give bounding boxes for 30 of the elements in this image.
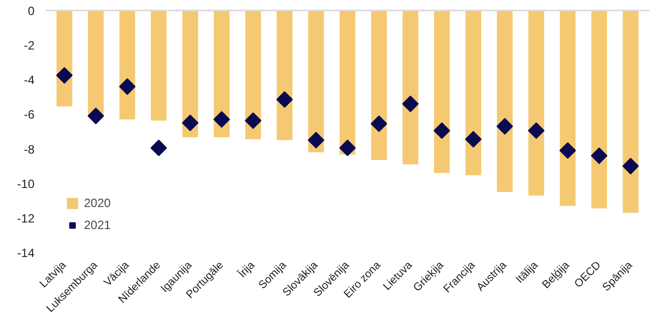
y-tick-label: -10 bbox=[17, 176, 35, 191]
point bbox=[88, 108, 104, 124]
y-tick-label: -6 bbox=[24, 108, 35, 122]
point bbox=[434, 122, 450, 139]
point bbox=[559, 142, 576, 159]
point bbox=[370, 115, 388, 132]
y-tick-label: -4 bbox=[24, 73, 35, 88]
point bbox=[244, 112, 262, 129]
point bbox=[528, 122, 545, 139]
point bbox=[308, 132, 324, 148]
legend-label: 2020 bbox=[84, 196, 111, 210]
point bbox=[339, 140, 356, 156]
point bbox=[496, 118, 514, 135]
y-tick-label: 0 bbox=[28, 4, 35, 18]
point bbox=[402, 96, 419, 112]
point bbox=[465, 131, 482, 148]
y-tick-label: -12 bbox=[17, 211, 35, 226]
point bbox=[622, 158, 639, 174]
point bbox=[213, 111, 230, 128]
point bbox=[150, 140, 168, 156]
point bbox=[182, 114, 198, 132]
legend-label: 2021 bbox=[84, 218, 111, 232]
x-tick-label: Īrija bbox=[236, 258, 258, 280]
y-tick-label: -2 bbox=[24, 38, 35, 53]
point bbox=[119, 78, 136, 95]
point bbox=[590, 147, 608, 164]
y-tick-label: -14 bbox=[17, 246, 35, 260]
point bbox=[56, 67, 73, 84]
point bbox=[276, 91, 293, 108]
y-tick-label: -8 bbox=[24, 142, 35, 156]
